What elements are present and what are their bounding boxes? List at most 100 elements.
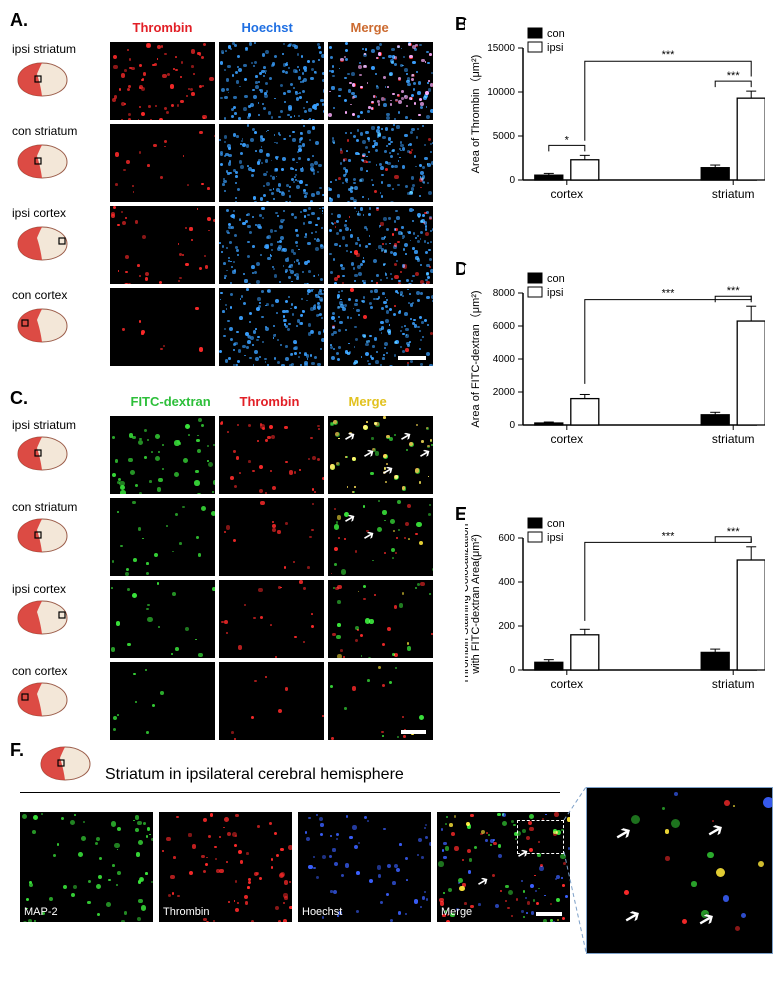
brain-thumbnail	[15, 224, 70, 262]
microscopy-tile	[219, 498, 324, 576]
microscopy-tile	[219, 124, 324, 202]
svg-text:***: ***	[662, 288, 676, 300]
scale-bar	[536, 912, 562, 916]
svg-text:***: ***	[727, 526, 741, 538]
svg-text:Area of FITC-dextran（μm²): Area of FITC-dextran（μm²)	[469, 290, 482, 427]
microscopy-tile	[110, 580, 215, 658]
microscopy-tile	[110, 662, 215, 740]
arrow-marker: ➔	[340, 426, 359, 447]
panel-a-col-header: Thrombin	[133, 20, 193, 35]
panel-c-row-label: con striatum	[12, 500, 102, 514]
microscopy-tile	[328, 124, 433, 202]
svg-text:*: *	[565, 134, 570, 146]
panel-a-row-label: ipsi striatum	[12, 42, 102, 56]
panel-c-col-header: Merge	[349, 394, 387, 409]
microscopy-tile	[219, 580, 324, 658]
svg-text:Area of Thrombin（μm²): Area of Thrombin（μm²)	[469, 55, 482, 174]
brain-thumbnail	[15, 598, 70, 636]
svg-text:***: ***	[727, 285, 741, 297]
microscopy-tile	[328, 580, 433, 658]
svg-text:4000: 4000	[493, 354, 516, 365]
microscopy-tile	[219, 662, 324, 740]
svg-text:8000: 8000	[493, 288, 516, 299]
svg-text:15000: 15000	[487, 43, 515, 54]
svg-text:0: 0	[509, 420, 515, 431]
svg-text:5000: 5000	[493, 131, 516, 142]
microscopy-tile	[110, 416, 215, 494]
svg-text:ipsi: ipsi	[547, 532, 564, 544]
panel-c-col-header: FITC-dextran	[131, 394, 211, 409]
panel-e-chart: 0200400600Thrombin Staining Colocalizati…	[465, 510, 765, 700]
brain-thumbnail	[15, 680, 70, 718]
brain-thumbnail	[15, 60, 70, 98]
svg-text:con: con	[547, 518, 565, 530]
microscopy-tile	[328, 206, 433, 284]
panel-c-col-header: Thrombin	[240, 394, 300, 409]
arrow-marker: ➔	[416, 443, 433, 464]
brain-thumbnail	[15, 516, 70, 554]
svg-text:cortex: cortex	[550, 432, 583, 446]
svg-text:con: con	[547, 273, 565, 285]
svg-text:0: 0	[509, 665, 515, 676]
svg-text:***: ***	[727, 70, 741, 82]
panel-c-row-label: con cortex	[12, 664, 102, 678]
zoom-inset: ➔➔➔➔	[586, 787, 773, 954]
microscopy-tile	[110, 124, 215, 202]
svg-text:2000: 2000	[493, 387, 516, 398]
panel-d-chart: 0 2000 4000 6000 8000 Area of FITC-dextran（μm…	[465, 265, 765, 455]
panel-a-letter: A.	[10, 10, 28, 31]
panel-f-sublabel: Thrombin	[163, 906, 209, 918]
panel-c-row-label: ipsi striatum	[12, 418, 102, 432]
arrow-marker: ➔	[340, 508, 359, 529]
microscopy-tile	[328, 662, 433, 740]
microscopy-tile	[219, 416, 324, 494]
svg-text:0: 0	[509, 175, 515, 186]
arrow-marker: ➔	[359, 443, 378, 464]
svg-text:striatum: striatum	[712, 677, 755, 691]
panel-a-row-label: con cortex	[12, 288, 102, 302]
microscopy-tile	[219, 288, 324, 366]
svg-text:ipsi: ipsi	[547, 42, 564, 54]
svg-text:striatum: striatum	[712, 187, 755, 201]
svg-text:con: con	[547, 28, 565, 40]
svg-text:200: 200	[498, 621, 515, 632]
svg-text:ipsi: ipsi	[547, 287, 564, 299]
microscopy-tile	[219, 206, 324, 284]
svg-text:10000: 10000	[487, 87, 515, 98]
svg-text:400: 400	[498, 577, 515, 588]
microscopy-tile: ➔➔	[328, 498, 433, 576]
panel-f-sublabel: MAP-2	[24, 906, 58, 918]
svg-text:cortex: cortex	[550, 187, 583, 201]
panel-f-sublabel: Hoechst	[302, 906, 342, 918]
panel-b-chart: 0 5000 10000 15000 Area of Thrombin（μm²) con i…	[465, 20, 765, 210]
panel-f-sublabel: Merge	[441, 906, 472, 918]
microscopy-tile	[110, 288, 215, 366]
svg-text:***: ***	[662, 49, 676, 61]
svg-text:***: ***	[662, 530, 676, 542]
scale-bar	[401, 730, 426, 734]
microscopy-tile	[328, 288, 433, 366]
svg-text:600: 600	[498, 533, 515, 544]
arrow-marker: ➔	[359, 525, 378, 546]
brain-thumbnail	[15, 434, 70, 472]
panel-a-row-label: ipsi cortex	[12, 206, 102, 220]
microscopy-tile: ➔➔➔➔➔	[328, 416, 433, 494]
panel-a-col-header: Merge	[351, 20, 389, 35]
svg-text:6000: 6000	[493, 321, 516, 332]
svg-text:with FITC-dextran Area(μm²): with FITC-dextran Area(μm²)	[470, 534, 482, 675]
panel-c-letter: C.	[10, 388, 28, 409]
panel-c-row-label: ipsi cortex	[12, 582, 102, 596]
microscopy-tile	[110, 206, 215, 284]
microscopy-tile	[328, 42, 433, 120]
microscopy-tile	[219, 42, 324, 120]
brain-thumbnail	[15, 142, 70, 180]
brain-thumbnail	[38, 744, 93, 782]
panel-f-title: Striatum in ipsilateral cerebral hemisph…	[105, 766, 404, 784]
svg-text:cortex: cortex	[550, 677, 583, 691]
scale-bar	[398, 356, 426, 360]
microscopy-tile	[110, 498, 215, 576]
microscopy-tile	[110, 42, 215, 120]
svg-text:striatum: striatum	[712, 432, 755, 446]
panel-f-letter: F.	[10, 740, 24, 761]
panel-a-row-label: con striatum	[12, 124, 102, 138]
